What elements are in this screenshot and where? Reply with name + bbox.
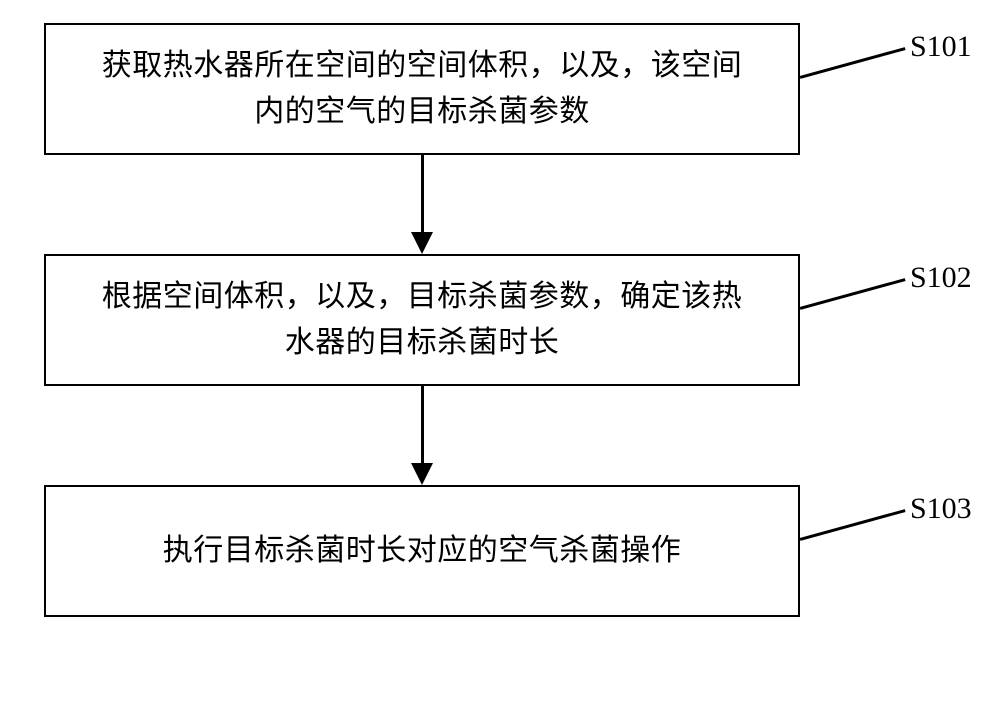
label-s102: S102 xyxy=(910,261,972,295)
step-s102-line1: 根据空间体积，以及，目标杀菌参数，确定该热 xyxy=(102,280,743,313)
leader-s101 xyxy=(800,47,906,78)
step-s101-text: 获取热水器所在空间的空间体积，以及，该空间 内的空气的目标杀菌参数 xyxy=(102,43,743,136)
label-s103: S103 xyxy=(910,492,972,526)
step-s103-box: 执行目标杀菌时长对应的空气杀菌操作 xyxy=(44,485,800,617)
label-s101: S101 xyxy=(910,30,972,64)
leader-s102 xyxy=(800,278,906,309)
arrowhead-s102-s103 xyxy=(411,463,433,485)
step-s102-box: 根据空间体积，以及，目标杀菌参数，确定该热 水器的目标杀菌时长 xyxy=(44,254,800,386)
step-s103-text: 执行目标杀菌时长对应的空气杀菌操作 xyxy=(163,528,682,575)
edge-s102-s103 xyxy=(421,386,424,463)
step-s101-line1: 获取热水器所在空间的空间体积，以及，该空间 xyxy=(102,49,743,82)
arrowhead-s101-s102 xyxy=(411,232,433,254)
step-s101-line2: 内的空气的目标杀菌参数 xyxy=(254,95,590,128)
flowchart-canvas: 获取热水器所在空间的空间体积，以及，该空间 内的空气的目标杀菌参数 S101 根… xyxy=(0,0,1000,707)
step-s102-line2: 水器的目标杀菌时长 xyxy=(285,326,560,359)
step-s101-box: 获取热水器所在空间的空间体积，以及，该空间 内的空气的目标杀菌参数 xyxy=(44,23,800,155)
edge-s101-s102 xyxy=(421,155,424,232)
step-s103-line1: 执行目标杀菌时长对应的空气杀菌操作 xyxy=(163,534,682,567)
step-s102-text: 根据空间体积，以及，目标杀菌参数，确定该热 水器的目标杀菌时长 xyxy=(102,274,743,367)
leader-s103 xyxy=(800,509,906,540)
